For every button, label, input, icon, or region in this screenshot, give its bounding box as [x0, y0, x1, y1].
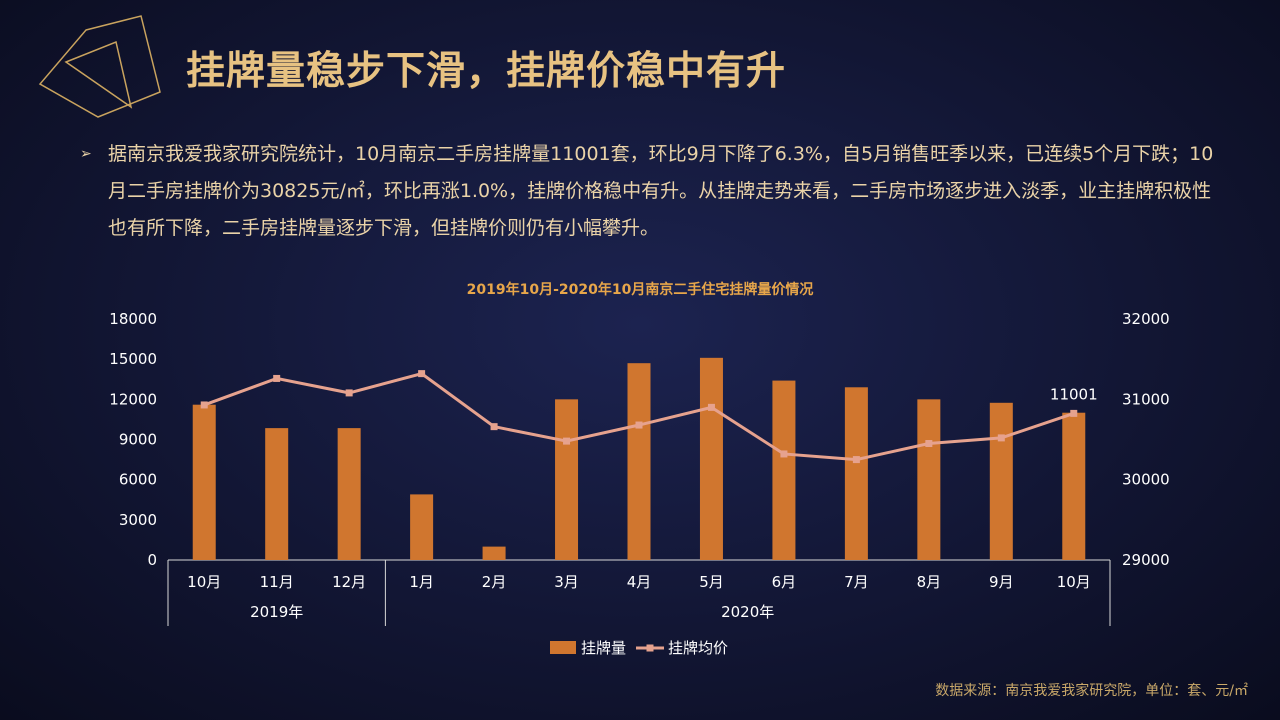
x-group-label: 2019年: [250, 603, 303, 621]
x-tick-label: 1月: [409, 573, 434, 591]
bullet-arrow-icon: ➢: [80, 146, 92, 162]
line-point-avg-price: [273, 374, 281, 382]
y-left-tick-label: 18000: [109, 310, 157, 328]
x-tick-label: 9月: [989, 573, 1014, 591]
bar-listing-volume: [192, 404, 216, 560]
line-point-avg-price: [1070, 409, 1078, 417]
x-group-label: 2020年: [721, 603, 774, 621]
bar-listing-volume: [337, 428, 361, 560]
y-left-tick-label: 0: [147, 551, 157, 569]
line-point-avg-price: [563, 437, 571, 445]
bar-listing-volume: [265, 428, 289, 560]
bar-listing-volume: [410, 494, 434, 560]
bar-listing-volume: [917, 399, 941, 560]
line-point-avg-price: [345, 389, 353, 397]
line-point-avg-price: [418, 370, 426, 378]
source-note: 数据来源：南京我爱我家研究院，单位：套、元/㎡: [935, 683, 1248, 699]
x-tick-label: 4月: [627, 573, 652, 591]
y-left-tick-label: 15000: [109, 350, 157, 368]
line-point-avg-price: [200, 401, 208, 409]
y-right-tick-label: 31000: [1122, 390, 1170, 408]
x-tick-label: 10月: [187, 573, 221, 591]
y-left-tick-label: 9000: [119, 431, 157, 449]
summary-text: 据南京我爱我家研究院统计，10月南京二手房挂牌量11001套，环比9月下降了6.…: [108, 143, 1214, 239]
bar-listing-volume: [1062, 412, 1086, 560]
y-left-tick-label: 12000: [109, 390, 157, 408]
x-tick-label: 6月: [772, 573, 797, 591]
bar-listing-volume: [844, 387, 868, 560]
page-title: 挂牌量稳步下滑，挂牌价稳中有升: [186, 49, 787, 94]
y-left-tick-label: 6000: [119, 471, 157, 489]
data-label: 11001: [1050, 386, 1098, 404]
x-tick-label: 3月: [554, 573, 579, 591]
bar-listing-volume: [772, 380, 796, 560]
y-right-tick-label: 29000: [1122, 551, 1170, 569]
legend-bar-swatch: [550, 641, 576, 654]
line-point-avg-price: [997, 434, 1005, 442]
line-point-avg-price: [490, 423, 498, 431]
legend-label: 挂牌量: [581, 639, 626, 657]
x-tick-label: 7月: [844, 573, 869, 591]
bar-listing-volume: [989, 402, 1013, 560]
line-point-avg-price: [707, 403, 715, 411]
y-right-tick-label: 30000: [1122, 471, 1170, 489]
y-right-tick-label: 32000: [1122, 310, 1170, 328]
x-tick-label: 5月: [699, 573, 724, 591]
x-tick-label: 10月: [1057, 573, 1091, 591]
legend-label: 挂牌均价: [668, 639, 728, 657]
x-tick-label: 12月: [332, 573, 366, 591]
line-point-avg-price: [925, 440, 933, 448]
line-point-avg-price: [635, 421, 643, 429]
x-tick-label: 11月: [260, 573, 294, 591]
bar-listing-volume: [482, 546, 506, 560]
chart: 0 3000 6000 9000 12000 15000 18000 29000 30000 31…: [109, 310, 1170, 657]
y-left-tick-label: 3000: [119, 511, 157, 529]
summary-paragraph: ➢ 据南京我爱我家研究院统计，10月南京二手房挂牌量11001套，环比9月下降了…: [80, 136, 1220, 247]
line-point-avg-price: [780, 450, 788, 458]
logo-frame-icon: [38, 15, 161, 118]
bar-listing-volume: [699, 357, 723, 560]
chart-title: 2019年10月-2020年10月南京二手住宅挂牌量价情况: [466, 282, 814, 298]
line-point-avg-price: [852, 456, 860, 464]
x-tick-label: 2月: [482, 573, 507, 591]
legend-line-marker: [646, 644, 654, 652]
x-tick-label: 8月: [917, 573, 942, 591]
bar-listing-volume: [555, 399, 579, 560]
bar-listing-volume: [627, 363, 651, 560]
